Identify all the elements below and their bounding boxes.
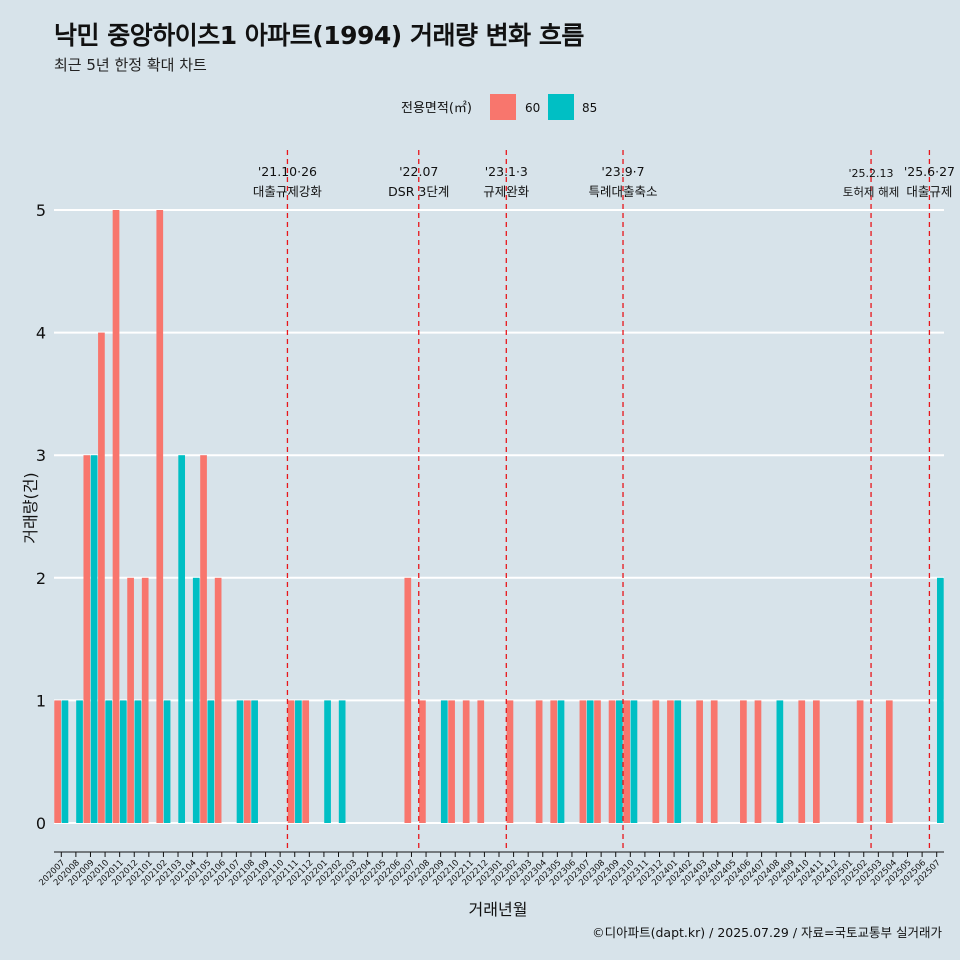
bar-60-202304: 202304 · 60㎡ · 1	[535, 700, 543, 823]
x-axis-label: 거래년월	[469, 900, 528, 919]
event-label: 규제완화	[483, 184, 530, 199]
bar-85-202008: 202008 · 85㎡ · 1	[76, 700, 83, 823]
legend-swatch-60	[490, 94, 516, 120]
bar-60-202307: 202307 · 60㎡ · 1	[579, 700, 587, 823]
bar-85-202507: 202507 · 85㎡ · 2	[937, 577, 944, 823]
bar-60-202411: 202411 · 60㎡ · 1	[812, 700, 820, 823]
bar-60-202208: 202208 · 60㎡ · 1	[419, 700, 426, 823]
bar-60-202207: 202207 · 60㎡ · 2	[404, 577, 412, 823]
event-date: '22.07	[399, 164, 438, 179]
bar-60-202504: 202504 · 60㎡ · 1	[885, 700, 893, 823]
y-tick-label: 3	[36, 446, 46, 465]
bar-85-202105: 202105 · 85㎡ · 1	[207, 700, 215, 823]
bar-60-202011: 202011 · 60㎡ · 5	[112, 210, 120, 823]
bar-85-202305: 202305 · 85㎡ · 1	[557, 700, 565, 823]
bar-85-202103: 202103 · 85㎡ · 3	[178, 455, 186, 823]
bar-60-202105: 202105 · 60㎡ · 3	[200, 455, 207, 823]
chart-title: 낙민 중앙하이츠1 아파트(1994) 거래량 변화 흐름	[54, 21, 584, 50]
y-tick-label: 4	[36, 324, 46, 343]
bar-85-202104: 202104 · 85㎡ · 2	[192, 577, 200, 823]
axes: 0123452020072020082020092020102020112020…	[36, 201, 944, 888]
bar-85-202009: 202009 · 85㎡ · 3	[90, 455, 98, 823]
legend-label-60: 60	[525, 101, 540, 115]
legend-label-85: 85	[582, 101, 597, 115]
bar-85-202201: 202201 · 85㎡ · 1	[324, 700, 331, 823]
bar-60-202010: 202010 · 60㎡ · 4	[98, 332, 105, 823]
bar-85-202107: 202107 · 85㎡ · 1	[236, 700, 244, 823]
bar-85-202102: 202102 · 85㎡ · 1	[163, 700, 171, 823]
bar-60-202407: 202407 · 60㎡ · 1	[754, 700, 762, 823]
event-date: '23.1·3	[485, 164, 528, 179]
bar-60-202302: 202302 · 60㎡ · 1	[506, 700, 514, 823]
bar-85-202011: 202011 · 85㎡ · 1	[119, 700, 127, 823]
bar-85-202209: 202209 · 85㎡ · 1	[440, 700, 448, 823]
bar-60-202012: 202012 · 60㎡ · 2	[127, 577, 134, 823]
bar-60-202101: 202101 · 60㎡ · 2	[141, 577, 149, 823]
bar-60-202310: 202310 · 60㎡ · 1	[623, 700, 631, 823]
bar-85-202401: 202401 · 85㎡ · 1	[674, 700, 682, 823]
y-axis-label: 거래량(건)	[21, 472, 40, 543]
bar-85-202108: 202108 · 85㎡ · 1	[251, 700, 258, 823]
y-tick-label: 2	[36, 569, 46, 588]
bar-60-202112: 202112 · 60㎡ · 1	[302, 700, 310, 823]
y-tick-label: 1	[36, 691, 46, 710]
bar-60-202401: 202401 · 60㎡ · 1	[667, 700, 674, 823]
bar-60-202305: 202305 · 60㎡ · 1	[550, 700, 558, 823]
y-tick-label: 5	[36, 201, 46, 220]
bar-60-202211: 202211 · 60㎡ · 1	[462, 700, 470, 823]
bar-60-202406: 202406 · 60㎡ · 1	[740, 700, 747, 823]
bar-60-202404: 202404 · 60㎡ · 1	[710, 700, 718, 823]
event-date: '25.6·27	[904, 164, 955, 179]
legend-title: 전용면적(㎡)	[401, 101, 472, 116]
bar-85-202111: 202111 · 85㎡ · 1	[295, 700, 302, 823]
legend: 전용면적(㎡) 60 85	[401, 94, 597, 120]
bar-85-202010: 202010 · 85㎡ · 1	[105, 700, 113, 823]
bar-60-202309: 202309 · 60㎡ · 1	[608, 700, 616, 823]
bar-60-202007: 202007 · 60㎡ · 1	[54, 700, 61, 823]
bar-60-202106: 202106 · 60㎡ · 2	[214, 577, 222, 823]
bar-85-202307: 202307 · 85㎡ · 1	[586, 700, 594, 823]
event-label: 대출규제	[906, 184, 952, 199]
bar-85-202310: 202310 · 85㎡ · 1	[630, 700, 638, 823]
event-markers: '21.10·26 대출규제강화 '22.07 DSR 3단계 '23.1·3 규제완화 '…	[253, 150, 955, 852]
bar-60-202210: 202210 · 60㎡ · 1	[448, 700, 455, 823]
bar-60-202108: 202108 · 60㎡ · 1	[243, 700, 251, 823]
bar-60-202410: 202410 · 60㎡ · 1	[798, 700, 806, 823]
y-tick-label: 0	[36, 814, 46, 833]
bar-60-202009: 202009 · 60㎡ · 3	[83, 455, 91, 823]
event-date: '23.9·7	[601, 164, 644, 179]
bar-85-202202: 202202 · 85㎡ · 1	[338, 700, 346, 823]
event-label: 대출규제강화	[253, 184, 323, 199]
bar-60-202403: 202403 · 60㎡ · 1	[696, 700, 703, 823]
bar-85-202309: 202309 · 85㎡ · 1	[616, 700, 623, 823]
event-label: 특례대출축소	[589, 184, 658, 199]
bar-85-202007: 202007 · 85㎡ · 1	[61, 700, 69, 823]
bar-60-202308: 202308 · 60㎡ · 1	[594, 700, 601, 823]
bar-60-202212: 202212 · 60㎡ · 1	[477, 700, 485, 823]
chart-subtitle: 최근 5년 한정 확대 차트	[54, 56, 207, 74]
bar-85-202408: 202408 · 85㎡ · 1	[776, 700, 784, 823]
chart-caption: ©디아파트(dapt.kr) / 2025.07.29 / 자료=국토교통부 실…	[592, 925, 942, 940]
bar-60-202502: 202502 · 60㎡ · 1	[856, 700, 864, 823]
event-label: 토허제 해제	[843, 185, 900, 199]
legend-swatch-85	[548, 94, 574, 120]
bar-60-202102: 202102 · 60㎡ · 5	[156, 210, 164, 823]
event-date: '25.2.13	[849, 167, 894, 180]
bar-60-202312: 202312 · 60㎡ · 1	[652, 700, 660, 823]
bar-60-202111: 202111 · 60㎡ · 1	[287, 700, 295, 823]
event-label: DSR 3단계	[388, 184, 449, 199]
bar-85-202012: 202012 · 85㎡ · 1	[134, 700, 142, 823]
event-date: '21.10·26	[258, 164, 317, 179]
bars: 202007 · 60㎡ · 1 202009 · 60㎡ · 3 202010 ·…	[54, 210, 944, 823]
gridlines	[54, 209, 944, 824]
